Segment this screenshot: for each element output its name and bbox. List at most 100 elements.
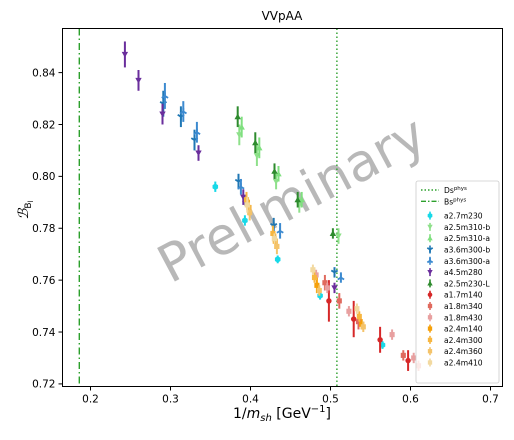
data-point [350,316,357,322]
data-point-arm [177,114,182,118]
data-point [238,123,245,130]
data-point-arm [164,95,169,99]
legend-label: a4.5m280 [444,268,483,277]
legend-label: a2.4m410 [444,359,483,368]
data-point [311,274,318,281]
legend: DsphysBsphysa2.7m230a2.5m310-ba2.5m310-a… [415,180,500,384]
series-a1.8m430 [313,269,417,364]
legend-label: a1.7m140 [444,291,483,300]
data-point [335,233,342,240]
data-point-arm [237,185,242,190]
data-point [354,306,360,312]
legend-label: a2.5m310-b [444,223,490,232]
data-point-arm [273,222,278,227]
data-point [330,269,339,276]
data-point [247,210,253,216]
data-point [275,170,282,177]
data-point [405,357,411,364]
legend-label-main: Bs [444,197,453,206]
data-point [359,321,365,327]
legend-marker [427,303,433,309]
data-point [159,111,166,118]
data-point [326,298,332,304]
data-point-arm [340,276,345,281]
legend-marker-arm [429,247,434,251]
data-point [240,194,247,201]
data-point [389,332,395,338]
data-point-arm [193,131,198,135]
data-point [212,183,219,190]
data-point [322,280,328,286]
chart-title: VVpAA [262,9,304,23]
x-tick-label: 0.6 [402,394,419,406]
data-point-arm [240,185,245,190]
data-point [324,285,330,291]
legend-label: a2.4m360 [444,347,483,356]
legend-label: a2.4m300 [444,336,483,345]
legend-marker-arm [426,247,431,251]
y-tick-label: 0.80 [32,171,55,183]
legend-marker [426,257,434,264]
data-point [331,285,338,292]
data-point [252,139,259,146]
legend-marker [427,349,433,354]
legend-label: a1.8m340 [444,302,483,311]
data-point [314,282,320,288]
data-point [336,298,342,304]
legend-label-main: Ds [444,186,454,195]
legend-marker [427,315,433,320]
legend-marker [427,360,433,365]
legend-marker [427,212,433,219]
legend-label: Dsphys [444,186,467,195]
data-point [234,113,241,120]
legend-label: a2.7m230 [444,212,483,221]
data-point [346,308,352,314]
series-a2.5m310-a [238,116,305,208]
data-point [179,107,187,115]
data-point [270,230,276,237]
data-point [195,150,202,157]
data-point [121,51,129,58]
data-point-arm [334,269,339,274]
data-point [244,202,250,208]
legend-marker [426,247,434,253]
data-point-arm [161,95,166,99]
series-a3.6m300-a [161,82,345,283]
data-point [298,196,305,203]
data-point-arm [196,131,201,135]
data-point-arm [270,222,275,227]
legend-label: a2.5m230-L [444,279,490,288]
series-a2.4m360 [247,204,366,333]
watermark-text: Preliminary [148,105,435,296]
data-point-arm [179,110,184,115]
legend-marker-arm [426,260,431,264]
data-point [193,128,201,135]
legend-marker [427,326,433,331]
y-tick-label: 0.84 [32,67,56,79]
x-tick-label: 0.4 [242,394,259,406]
plot-frame [62,28,503,387]
legend-marker [427,269,433,275]
data-point-arm [276,230,281,234]
data-point [400,352,406,358]
legend-label: a3.6m300-b [444,246,490,255]
data-point-arm [337,276,342,281]
legend-marker-arm [429,260,434,264]
legend-box [415,180,500,384]
data-point [310,267,316,273]
data-point [316,287,322,294]
series-a4.5m280 [121,41,338,294]
data-point [360,324,366,330]
data-point [271,236,278,242]
x-axis-label: 1/msh [GeV−1] [233,404,331,424]
data-point [377,337,383,343]
legend-marker [427,337,433,343]
series-a2.5m230-L [234,106,337,239]
data-point [294,196,301,203]
x-tick-label: 0.3 [162,394,179,406]
data-point [337,274,345,281]
data-point-arm [279,230,284,234]
y-tick-label: 0.82 [32,119,55,131]
data-point [271,167,278,174]
